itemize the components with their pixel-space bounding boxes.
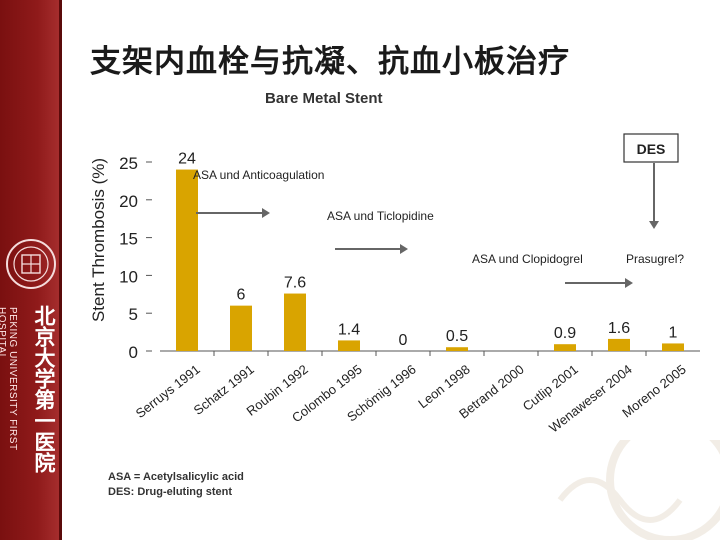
slide-title: 支架内血栓与抗凝、抗血小板治疗: [90, 44, 570, 80]
data-label: 24: [178, 151, 196, 168]
bar: [284, 293, 306, 351]
des-arrowhead: [649, 221, 659, 229]
y-tick-label: 10: [119, 267, 138, 286]
data-label: 1.4: [338, 321, 360, 338]
des-label: DES: [637, 141, 666, 157]
data-label: 1: [669, 324, 678, 341]
anticoag-arrowhead: [262, 208, 270, 218]
y-tick-label: 25: [119, 154, 138, 173]
data-label: 0.5: [446, 328, 468, 345]
y-tick-label: 20: [119, 192, 138, 211]
sidebar-banner: PEKING UNIVERSITY FIRST HOSPITAL 北京大学第一医…: [0, 0, 62, 540]
data-label: 6: [237, 287, 246, 304]
footnote-asa: ASA = Acetylsalicylic acid: [108, 471, 244, 483]
bar: [446, 347, 468, 351]
ticlopidine-arrowhead: [400, 244, 408, 254]
bar: [338, 340, 360, 351]
sidebar-chinese-name: 北京大学第一医院: [32, 305, 57, 473]
y-tick-label: 0: [129, 343, 138, 362]
sidebar-english-name: PEKING UNIVERSITY FIRST HOSPITAL: [0, 307, 18, 451]
bar: [176, 169, 198, 351]
bars-group: 24 6 7.6 1.4 0 0.5 0.9 1.6 1: [176, 151, 684, 356]
clopidogrel-label: ASA und Clopidogrel: [472, 252, 583, 266]
university-seal-icon: [6, 239, 56, 289]
des-box: [623, 133, 679, 163]
bare-metal-stent-label: Bare Metal Stent: [265, 90, 383, 107]
y-axis-label: Stent Thrombosis (%): [89, 158, 108, 322]
y-tick-label: 15: [119, 230, 138, 249]
x-tick-label: Serruys 1991: [133, 362, 203, 421]
data-label: 0: [399, 332, 408, 349]
y-tick-label: 5: [129, 305, 138, 324]
footnote-des: DES: Drug-eluting stent: [108, 486, 233, 498]
bar: [608, 338, 630, 351]
watermark-calligraphy: [557, 440, 720, 540]
prasugrel-label: Prasugrel?: [626, 252, 684, 266]
data-label: 0.9: [554, 325, 576, 342]
data-label: 7.6: [284, 275, 306, 292]
ticlopidine-label: ASA und Ticlopidine: [327, 209, 434, 223]
anticoag-label: ASA und Anticoagulation: [193, 168, 324, 182]
bar: [662, 343, 684, 351]
data-label: 1.6: [608, 320, 630, 337]
bar: [554, 344, 576, 351]
bar: [230, 305, 252, 351]
sidebar-edge: [59, 0, 62, 540]
clopidogrel-arrowhead: [625, 278, 633, 288]
